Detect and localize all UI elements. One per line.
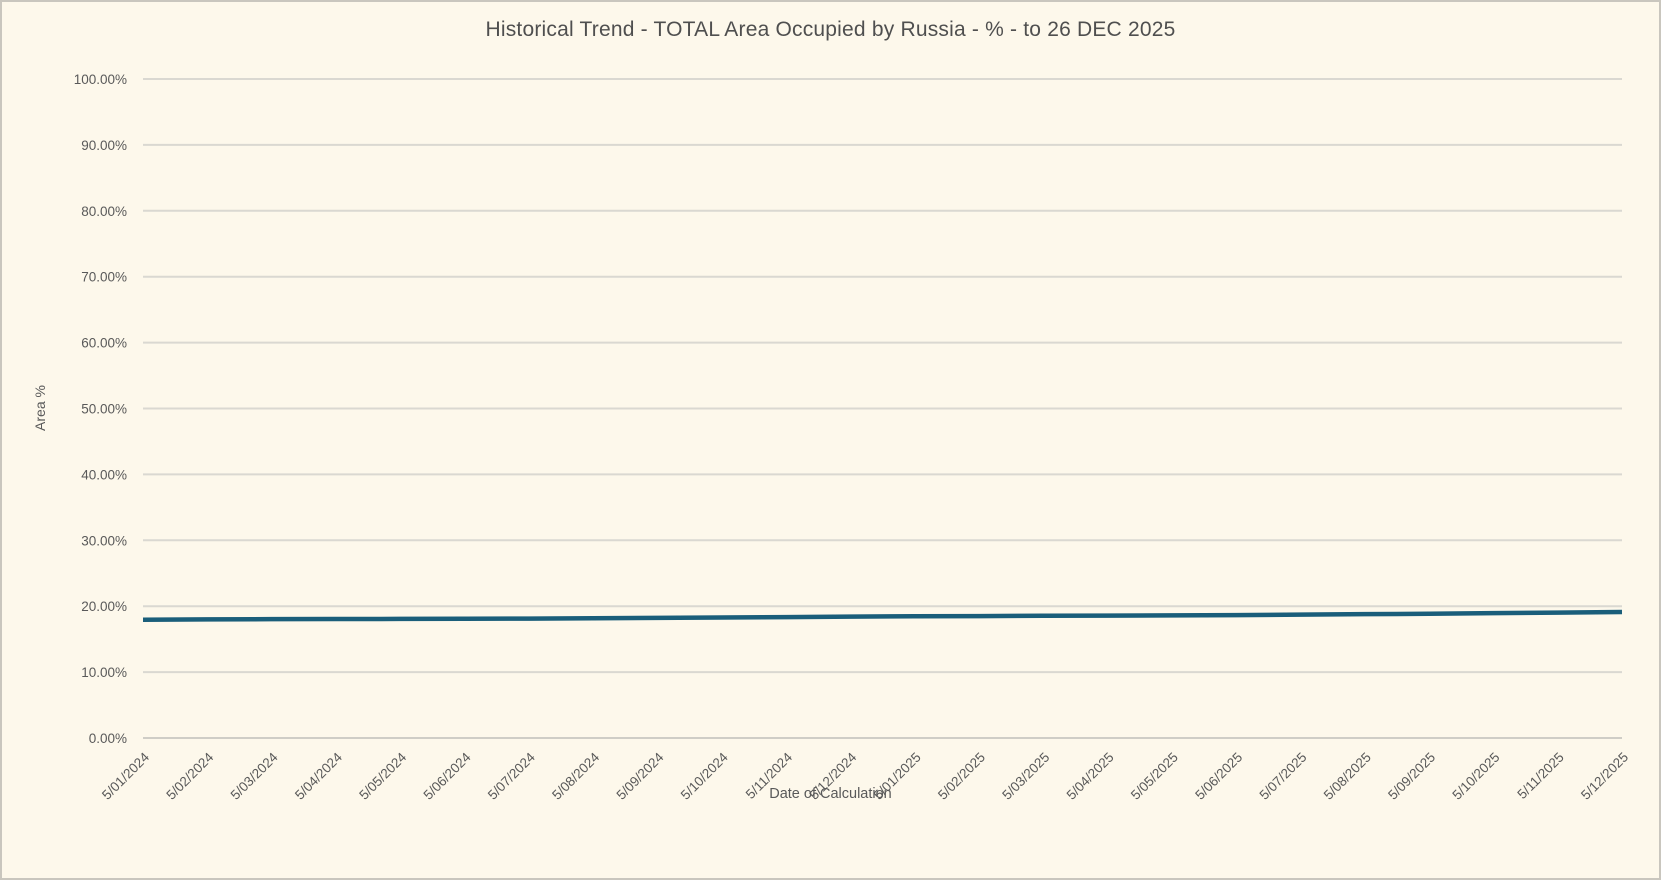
y-tick-label: 70.00% [81,270,127,285]
data-line-total-area-occupied [142,609,1623,622]
y-tick-label: 20.00% [81,599,127,614]
y-tick-label: 10.00% [81,665,127,680]
y-tick-label: 90.00% [81,138,127,153]
gridlines [143,78,1622,739]
y-axis-title: Area % [32,385,48,431]
y-axis-tick-labels: 0.00% 10.00% 20.00% 30.00% 40.00% 50.00% 60.00… [74,72,127,746]
y-tick-label: 40.00% [81,467,127,482]
y-tick-label: 30.00% [81,533,127,548]
y-tick-label: 100.00% [74,72,127,87]
y-tick-label: 60.00% [81,336,127,351]
y-tick-label: 80.00% [81,204,127,219]
x-axis-title: Date of Calculation [769,786,892,802]
chart-title: Historical Trend - TOTAL Area Occupied b… [485,18,1176,41]
y-tick-label: 50.00% [81,402,127,417]
y-tick-label: 0.00% [89,731,127,746]
